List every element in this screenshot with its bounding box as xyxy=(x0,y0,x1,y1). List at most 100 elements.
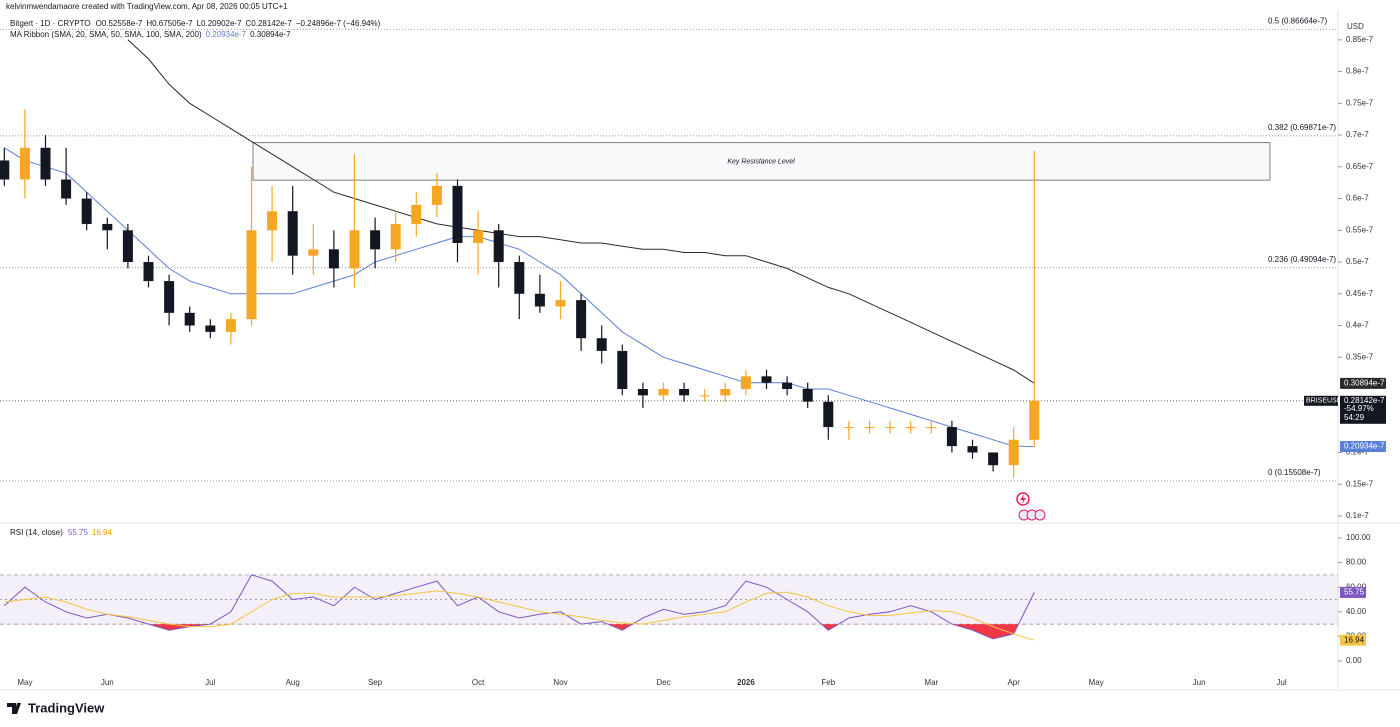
candle-body xyxy=(246,230,257,320)
ohlc: H0.67505e-7 xyxy=(146,19,193,28)
candle-body xyxy=(967,446,978,453)
candle-body xyxy=(164,281,175,313)
resistance-zone xyxy=(252,142,1271,181)
candle-body xyxy=(534,293,545,307)
y-tick-label: 0.45e-7 xyxy=(1346,289,1374,298)
candle-body xyxy=(390,223,401,250)
candle-body xyxy=(225,319,236,332)
candle-body xyxy=(1008,439,1019,466)
y-tick-label: 0.35e-7 xyxy=(1346,352,1374,361)
ohlc: L0.20902e-7 xyxy=(197,19,242,28)
y-tick-label: 0.5e-7 xyxy=(1346,257,1369,266)
candle-body xyxy=(617,350,628,390)
candle-body xyxy=(102,223,113,231)
candle-body xyxy=(658,389,669,396)
candle-body xyxy=(802,389,813,402)
candle-body xyxy=(555,300,566,307)
candle-body xyxy=(328,249,339,269)
y-tick-label: 100.00 xyxy=(1346,533,1371,542)
indicator: RSI (14, close) xyxy=(10,528,63,537)
logo: TradingView xyxy=(7,700,105,715)
x-tick-label: Apr xyxy=(1007,678,1020,687)
moving-average xyxy=(4,147,1035,448)
candle-body xyxy=(122,230,133,263)
event-icons xyxy=(1016,492,1046,521)
candle-body xyxy=(720,389,731,396)
y-tick-label: 40.00 xyxy=(1346,607,1367,616)
x-tick-label: Jul xyxy=(205,678,215,687)
rsi-tag-bg xyxy=(1340,634,1366,646)
logo-text: TradingView xyxy=(28,700,105,715)
legend-line: Bitgert · 1D · CRYPTO O0.52558e-7 H0.67505… xyxy=(10,19,381,28)
candle-body xyxy=(843,427,854,429)
x-tick-label: Sep xyxy=(368,678,383,687)
candle-body xyxy=(782,382,793,390)
candle-body xyxy=(761,376,772,383)
candle-body xyxy=(431,185,442,205)
y-tick-label: 0.15e-7 xyxy=(1346,479,1374,488)
candle-body xyxy=(287,211,298,256)
candle-body xyxy=(823,401,834,428)
x-tick-label: Dec xyxy=(656,678,670,687)
y-tick-label: 0.2e-7 xyxy=(1346,448,1369,457)
ohlc: O0.52558e-7 xyxy=(96,19,143,28)
rsi-tag: 16.94 xyxy=(1344,635,1365,644)
fib-label: 0 (0.15508e-7) xyxy=(1268,468,1321,477)
candle-body xyxy=(81,198,92,224)
indicator: MA Ribbon (SMA, 20, SMA, 50, SMA, 100, S… xyxy=(10,30,202,39)
indicator-value: 55.75 xyxy=(68,528,89,537)
candle-body xyxy=(576,300,587,339)
candle-body xyxy=(473,230,484,243)
ma-tag-bg xyxy=(1340,441,1386,453)
price-plot xyxy=(0,28,1338,482)
x-tick-label: Jun xyxy=(101,678,114,687)
x-tick-label: Nov xyxy=(553,678,567,687)
fib-label: 0.382 (0.69871e-7) xyxy=(1268,123,1336,132)
price-tag-bg xyxy=(1340,395,1386,424)
ma-tag: 0.30894e-7 xyxy=(1344,378,1385,387)
y-tick-label: 0.75e-7 xyxy=(1346,98,1374,107)
candle-body xyxy=(61,179,72,199)
fib-label: 0.5 (0.86664e-7) xyxy=(1268,16,1327,25)
x-tick-label: Jun xyxy=(1193,678,1206,687)
rsi-tag: 55.75 xyxy=(1344,588,1365,597)
unit: USD xyxy=(1347,22,1364,31)
y-tick-label: 0.1e-7 xyxy=(1346,511,1369,520)
indicator-value: 0.20934e-7 xyxy=(206,30,247,39)
candle-body xyxy=(308,249,319,256)
y-tick-label: 0.85e-7 xyxy=(1346,35,1374,44)
price-tag: 0.28142e-7 xyxy=(1344,396,1385,405)
candle-body xyxy=(349,230,360,269)
symbol-title: Bitgert · 1D · CRYPTO xyxy=(10,19,91,28)
rsi-tag-bg xyxy=(1340,586,1366,598)
candle-body xyxy=(637,389,648,396)
candle-body xyxy=(19,147,30,180)
change-tag: -54.97% xyxy=(1344,404,1374,413)
credit: kelvinmwendamaore created with TradingVi… xyxy=(6,2,288,11)
rsi-line xyxy=(4,590,1035,641)
y-tick-label: 60.00 xyxy=(1346,582,1367,591)
candle-body xyxy=(988,452,999,466)
candle-body xyxy=(40,147,51,180)
y-tick-label: 0.00 xyxy=(1346,656,1362,665)
logo-mark xyxy=(7,703,21,714)
countdown-tag: 54:29 xyxy=(1344,413,1365,422)
candle-body xyxy=(699,395,710,397)
candle-body xyxy=(514,262,525,294)
ohlc: C0.28142e-7 xyxy=(246,19,293,28)
candle-body xyxy=(493,230,504,263)
candle-body xyxy=(679,389,690,396)
legend-line: MA Ribbon (SMA, 20, SMA, 50, SMA, 100, S… xyxy=(10,30,291,39)
x-tick-label: 2026 xyxy=(737,678,755,687)
fib-label: 0.236 (0.49094e-7) xyxy=(1268,255,1336,264)
candle-body xyxy=(885,427,896,429)
indicator-value: 16.94 xyxy=(92,528,113,537)
x-tick-label: Jul xyxy=(1276,678,1286,687)
y-tick-label: 80.00 xyxy=(1346,558,1367,567)
moving-average xyxy=(127,39,1035,384)
x-tick-label: May xyxy=(1089,678,1104,687)
y-tick-label: 0.7e-7 xyxy=(1346,130,1369,139)
symbol-tag: BRISEUSD xyxy=(1306,398,1342,405)
y-tick-label: 0.65e-7 xyxy=(1346,162,1374,171)
